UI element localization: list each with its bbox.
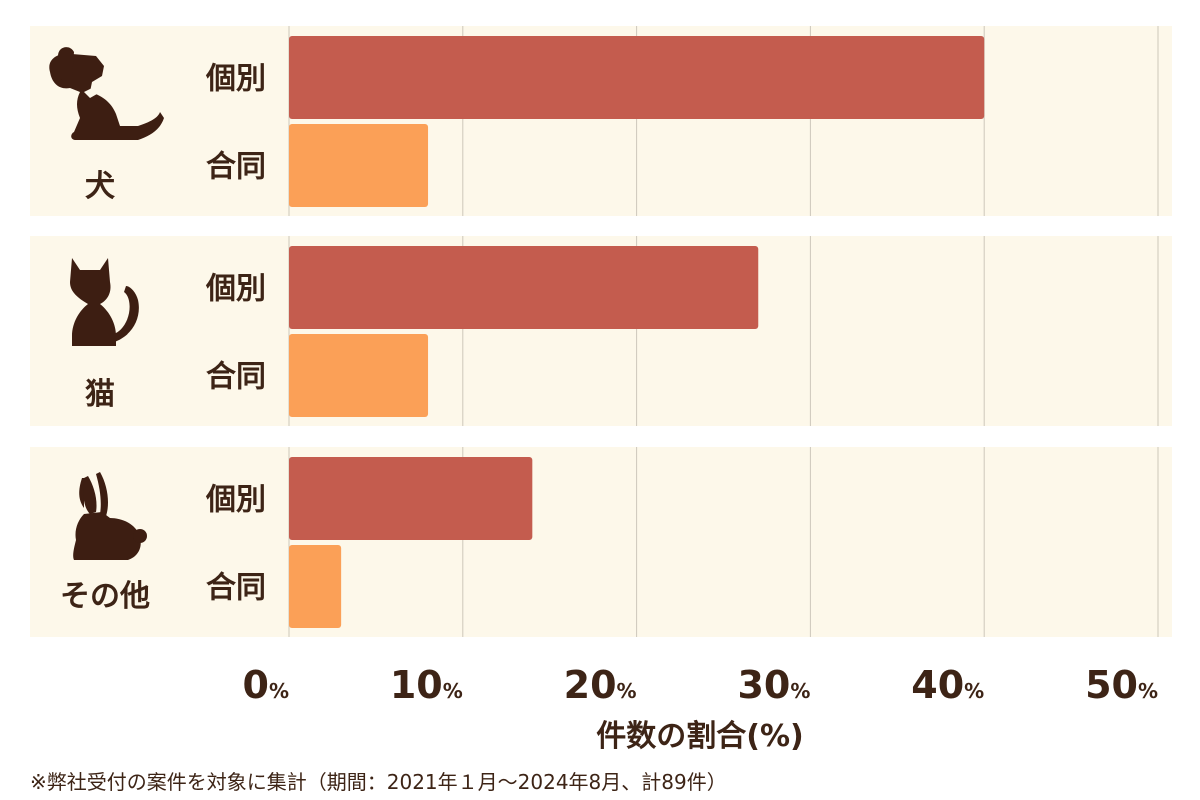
group-label: その他 — [60, 579, 150, 614]
bar-category-label: 合同 — [206, 150, 266, 185]
rabbit-icon — [73, 472, 147, 560]
x-tick-label: 50% — [1085, 663, 1158, 707]
cat-tail — [112, 286, 139, 342]
bar-joint — [289, 124, 429, 207]
x-tick-label: 20% — [564, 663, 637, 707]
bar-joint — [289, 545, 342, 628]
cat-body — [70, 258, 116, 346]
x-tick-label: 30% — [737, 663, 810, 707]
dog-ear — [57, 47, 74, 81]
x-axis-label: 件数の割合(%) — [596, 719, 803, 754]
x-tick-label: 40% — [911, 663, 984, 707]
dog-collar — [84, 84, 104, 98]
bar-joint — [289, 334, 429, 417]
rabbit-ear-2 — [96, 472, 108, 516]
bar-individual — [289, 457, 533, 540]
rabbit-ear-1 — [83, 476, 97, 514]
rabbit-tail — [133, 529, 147, 543]
rabbit-ear-back — [79, 478, 84, 508]
bar-category-label: 個別 — [205, 272, 266, 307]
bar-category-label: 個別 — [205, 483, 266, 518]
footnote: ※弊社受付の案件を対象に集計（期間：2021年１月～2024年8月、計89件） — [30, 770, 727, 794]
dog-icon — [49, 47, 164, 140]
bar-individual — [289, 36, 985, 119]
rabbit-body — [73, 512, 141, 560]
bar-category-label: 合同 — [206, 571, 266, 606]
cat-icon — [70, 258, 139, 346]
bar-individual — [289, 246, 759, 329]
x-tick-label: 10% — [390, 663, 463, 707]
panel-3 — [30, 447, 1172, 637]
group-label: 犬 — [85, 169, 115, 204]
group-label: 猫 — [85, 377, 115, 412]
bar-category-label: 合同 — [206, 360, 266, 395]
x-tick-label: 0% — [243, 663, 290, 707]
bar-category-label: 個別 — [205, 62, 266, 97]
dog-body — [49, 53, 164, 140]
